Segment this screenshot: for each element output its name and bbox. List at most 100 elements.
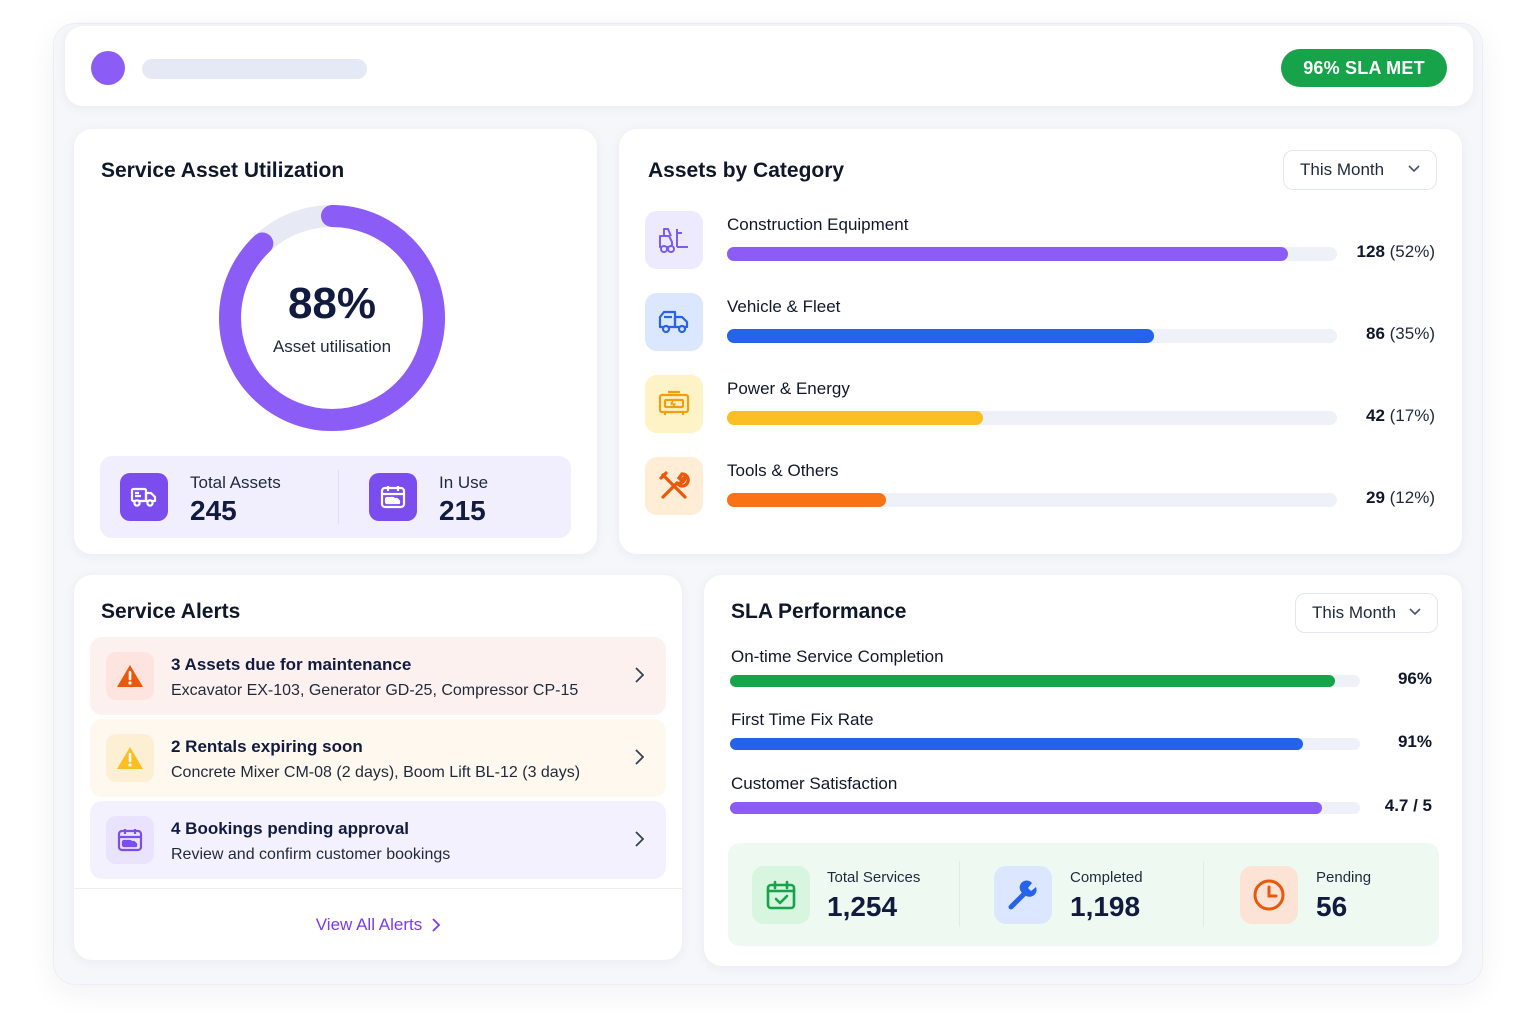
category-label: Vehicle & Fleet	[727, 297, 841, 316]
alert-title: 2 Rentals expiring soon	[171, 737, 363, 756]
calendar-icon	[106, 816, 154, 864]
truck-icon	[645, 293, 703, 351]
alert-item-rentals[interactable]: 2 Rentals expiring soon Concrete Mixer C…	[90, 719, 666, 797]
alert-title: 4 Bookings pending approval	[171, 819, 410, 838]
utilization-caption: Asset utilisation	[272, 337, 392, 356]
category-row-construction: Construction Equipment 128 (52%)	[645, 211, 1435, 271]
sla-bar-track	[730, 675, 1360, 687]
category-bar-fill	[727, 247, 1289, 261]
stats-divider	[1203, 861, 1204, 927]
category-count-percent: (17%)	[1389, 406, 1435, 425]
stats-divider	[959, 861, 960, 927]
category-bar-track	[727, 247, 1337, 261]
category-count: 128 (52%)	[1357, 242, 1435, 262]
pending-label: Pending	[1316, 869, 1372, 886]
utilization-title: Service Asset Utilization	[101, 159, 345, 182]
warning-icon	[106, 652, 154, 700]
view-all-alerts-link[interactable]: View All Alerts	[74, 915, 682, 935]
wrench-icon	[994, 866, 1052, 924]
category-count: 29 (12%)	[1366, 488, 1435, 508]
forklift-icon	[645, 211, 703, 269]
generator-icon	[645, 375, 703, 433]
in-use-label: In Use	[439, 473, 489, 492]
category-count-value: 128	[1356, 242, 1385, 261]
sla-metric-label: First Time Fix Rate	[731, 710, 874, 729]
alert-subtitle: Excavator EX-103, Generator GD-25, Compr…	[171, 682, 579, 699]
category-label: Power & Energy	[727, 379, 850, 398]
tools-icon	[645, 457, 703, 515]
category-row-tools: Tools & Others 29 (12%)	[645, 457, 1435, 517]
category-count-value: 86	[1365, 324, 1385, 343]
category-row-power: Power & Energy 42 (17%)	[645, 375, 1435, 435]
stats-divider	[338, 470, 339, 524]
sla-metric-value: 96%	[1397, 669, 1432, 688]
category-bar-fill	[727, 411, 984, 425]
avatar[interactable]	[91, 51, 125, 85]
category-bar-track	[727, 329, 1337, 343]
alerts-title: Service Alerts	[101, 600, 241, 623]
alert-subtitle: Concrete Mixer CM-08 (2 days), Boom Lift…	[171, 764, 581, 781]
sla-period-select[interactable]: This Month	[1295, 593, 1438, 633]
alerts-divider	[74, 888, 682, 889]
category-count-percent: (35%)	[1389, 324, 1435, 343]
sla-bar-track	[730, 802, 1360, 814]
sla-period-value: This Month	[1312, 603, 1397, 622]
category-count-percent: (52%)	[1389, 242, 1435, 261]
calendar-check-icon	[752, 866, 810, 924]
category-count: 86 (35%)	[1366, 324, 1435, 344]
alert-title: 3 Assets due for maintenance	[171, 655, 412, 674]
sla-metric-ontime: On-time Service Completion 96%	[730, 647, 1432, 703]
total-assets-value: 245	[190, 495, 237, 526]
category-count: 42 (17%)	[1366, 406, 1435, 426]
sla-metric-value: 4.7 / 5	[1384, 796, 1432, 815]
chevron-right-icon	[432, 918, 441, 932]
view-all-label: View All Alerts	[315, 915, 423, 934]
category-period-select[interactable]: This Month	[1283, 150, 1437, 190]
category-label: Construction Equipment	[727, 215, 909, 234]
asset-utilization-card: Service Asset Utilization 88% Asset util…	[74, 129, 597, 554]
sla-status-badge: 96% SLA MET	[1281, 49, 1447, 87]
alert-item-bookings[interactable]: 4 Bookings pending approval Review and c…	[90, 801, 666, 879]
category-count-value: 29	[1365, 488, 1385, 507]
chevron-down-icon	[1409, 608, 1421, 616]
donut-progress-arc	[219, 205, 445, 431]
sla-bar-fill	[730, 738, 1304, 750]
sla-metric-label: On-time Service Completion	[731, 647, 944, 666]
service-alerts-card: Service Alerts 3 Assets due for maintena…	[74, 575, 682, 960]
sla-metric-satisfaction: Customer Satisfaction 4.7 / 5	[730, 774, 1432, 830]
assets-by-category-card: Assets by Category This Month Constructi…	[619, 129, 1462, 554]
category-bar-fill	[727, 329, 1154, 343]
dashboard-frame: 96% SLA MET Service Asset Utilization 88…	[53, 23, 1483, 985]
utilization-percent: 88%	[287, 279, 377, 328]
sla-bar-track	[730, 738, 1360, 750]
utilization-donut-chart	[219, 205, 445, 431]
category-period-value: This Month	[1300, 160, 1385, 179]
category-row-vehicle: Vehicle & Fleet 86 (35%)	[645, 293, 1435, 353]
sla-metric-label: Customer Satisfaction	[731, 774, 898, 793]
sla-performance-card: SLA Performance This Month On-time Servi…	[704, 575, 1462, 966]
completed-label: Completed	[1070, 869, 1143, 886]
chevron-down-icon	[1408, 165, 1420, 173]
category-title: Assets by Category	[648, 159, 845, 182]
chevron-right-icon	[635, 831, 644, 847]
alert-item-maintenance[interactable]: 3 Assets due for maintenance Excavator E…	[90, 637, 666, 715]
alert-subtitle: Review and confirm customer bookings	[171, 846, 451, 863]
calendar-truck-icon	[369, 473, 417, 521]
sla-metric-value: 91%	[1397, 732, 1432, 751]
sla-metric-first-fix: First Time Fix Rate 91%	[730, 710, 1432, 766]
clock-icon	[1240, 866, 1298, 924]
chevron-right-icon	[635, 749, 644, 765]
category-bar-track	[727, 493, 1337, 507]
category-count-percent: (12%)	[1389, 488, 1435, 507]
pending-value: 56	[1316, 891, 1348, 922]
utilization-stats-panel: Total Assets 245 In Use 215	[100, 456, 571, 538]
completed-value: 1,198	[1070, 891, 1141, 922]
sla-bar-fill	[730, 802, 1323, 814]
category-bar-fill	[727, 493, 886, 507]
total-services-value: 1,254	[827, 891, 898, 922]
category-label: Tools & Others	[727, 461, 839, 480]
sla-stats-panel: Total Services 1,254 Completed 1,198 Pen…	[728, 843, 1439, 946]
in-use-value: 215	[439, 495, 486, 526]
title-placeholder	[142, 59, 367, 79]
chevron-right-icon	[635, 667, 644, 683]
